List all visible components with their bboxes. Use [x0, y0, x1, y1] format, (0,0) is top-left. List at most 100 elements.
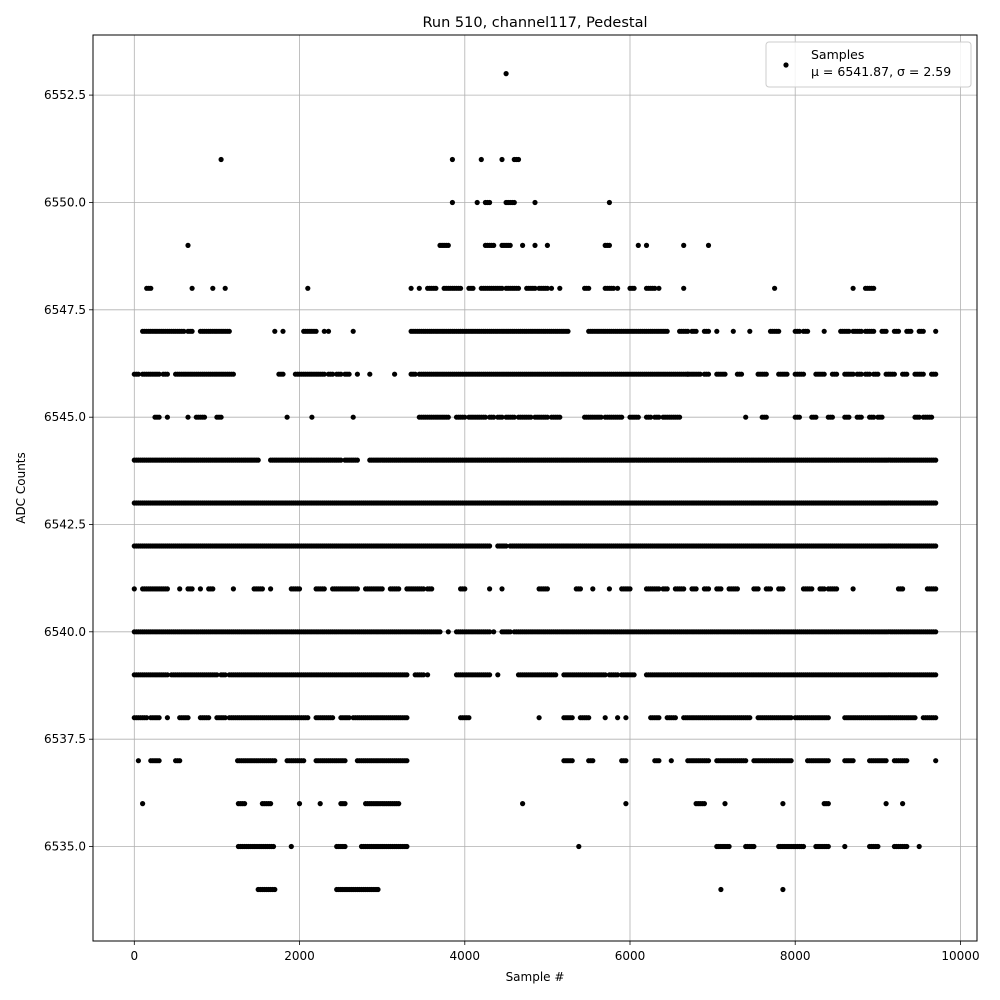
data-point — [722, 371, 728, 377]
y-tick-label: 6547.5 — [44, 303, 86, 317]
data-point — [904, 371, 910, 377]
data-point — [920, 328, 926, 334]
data-point — [164, 586, 170, 592]
data-point — [590, 586, 596, 592]
data-point — [800, 843, 807, 850]
data-point — [313, 328, 319, 334]
data-point — [548, 285, 555, 291]
data-point — [536, 715, 542, 721]
data-point — [495, 672, 501, 678]
data-point — [499, 156, 505, 163]
data-point — [268, 801, 274, 807]
data-points — [131, 71, 939, 893]
data-point — [933, 586, 939, 592]
data-point — [135, 758, 141, 764]
data-point — [834, 586, 840, 592]
data-point — [532, 199, 538, 206]
data-point — [846, 328, 852, 334]
data-point — [577, 586, 584, 592]
data-point — [576, 843, 582, 850]
data-point — [354, 371, 360, 377]
data-point — [164, 672, 170, 678]
data-point — [912, 715, 918, 721]
data-point — [280, 328, 286, 334]
data-point — [280, 371, 286, 377]
data-point — [755, 586, 761, 592]
data-point — [693, 328, 699, 334]
data-point — [507, 629, 513, 635]
data-point — [821, 328, 827, 334]
data-point — [829, 414, 836, 420]
data-point — [705, 328, 712, 334]
data-point — [875, 371, 881, 377]
data-point — [821, 371, 827, 377]
data-point — [891, 371, 898, 377]
data-point — [487, 199, 493, 206]
data-point — [218, 156, 224, 163]
data-point — [445, 629, 451, 635]
legend-stats: μ = 6541.87, σ = 2.59 — [811, 64, 951, 79]
data-point — [648, 414, 654, 420]
data-point — [743, 414, 749, 420]
y-tick-label: 6552.5 — [44, 88, 86, 102]
data-point — [631, 672, 637, 678]
data-point — [714, 328, 720, 334]
data-point — [569, 715, 575, 721]
data-point — [296, 801, 303, 807]
data-point — [788, 758, 794, 764]
data-point — [346, 715, 352, 721]
data-point — [565, 328, 571, 334]
data-point — [466, 715, 472, 721]
data-point — [321, 586, 327, 592]
data-point — [867, 371, 873, 377]
data-point — [354, 457, 360, 463]
data-point — [933, 500, 939, 506]
data-point — [606, 242, 613, 248]
data-point — [796, 328, 803, 334]
data-point — [445, 242, 451, 248]
y-tick-label: 6540.0 — [44, 625, 86, 639]
x-tick-label: 0 — [130, 949, 138, 963]
data-point — [305, 285, 311, 291]
data-point — [933, 328, 939, 334]
data-point — [681, 242, 687, 248]
data-point — [491, 629, 497, 635]
data-point — [846, 414, 852, 420]
data-point — [503, 71, 509, 77]
data-point — [412, 371, 418, 377]
data-point — [330, 371, 336, 377]
data-point — [916, 843, 922, 850]
legend-series-name: Samples — [811, 47, 864, 62]
data-point — [206, 715, 212, 721]
data-point — [825, 843, 831, 850]
data-point — [210, 285, 216, 291]
data-point — [858, 414, 864, 420]
data-point — [553, 672, 559, 678]
data-point — [656, 758, 662, 764]
data-point — [544, 242, 551, 248]
data-point — [738, 371, 745, 377]
data-point — [491, 414, 497, 420]
data-point — [842, 843, 848, 850]
plot-area-frame — [92, 34, 978, 942]
data-point — [623, 801, 629, 807]
data-point — [503, 543, 509, 549]
data-point — [342, 843, 348, 850]
data-point — [511, 199, 517, 206]
data-point — [908, 328, 914, 334]
data-point — [875, 843, 881, 850]
data-point — [544, 414, 551, 420]
data-point — [532, 242, 538, 248]
data-point — [144, 715, 150, 721]
data-point — [883, 758, 889, 764]
data-point — [664, 586, 670, 592]
data-point — [445, 414, 451, 420]
data-point — [242, 801, 248, 807]
data-point — [330, 715, 336, 721]
data-point — [156, 758, 162, 764]
data-point — [532, 285, 538, 291]
data-point — [499, 285, 505, 291]
data-point — [135, 371, 141, 377]
data-point — [610, 285, 617, 291]
data-point — [871, 285, 877, 291]
